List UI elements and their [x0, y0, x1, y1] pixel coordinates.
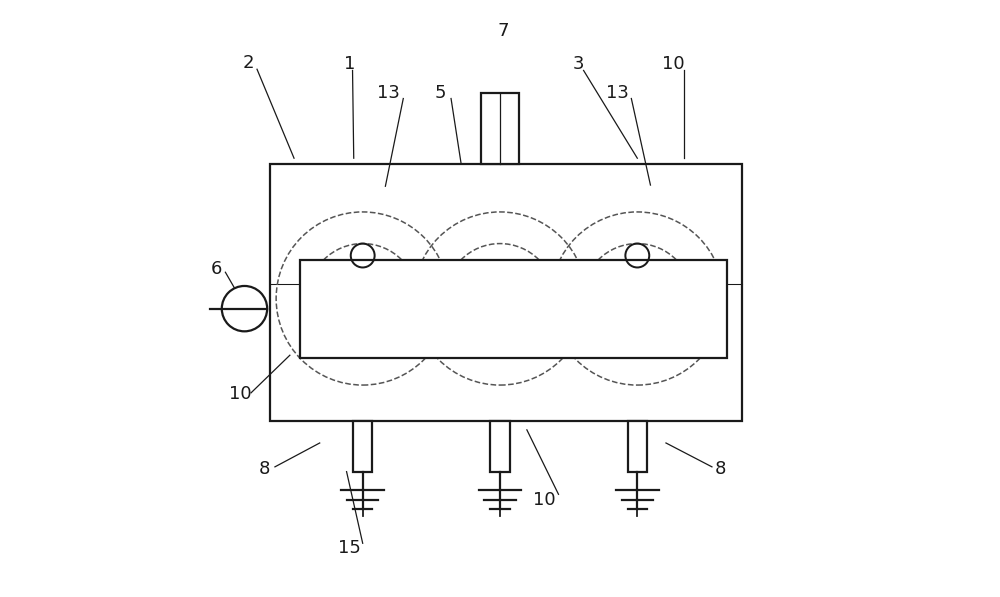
Bar: [270, 164, 742, 421]
Text: 10: 10: [662, 55, 684, 73]
Text: 13: 13: [377, 84, 400, 101]
Text: 3: 3: [573, 55, 585, 73]
Bar: [628, 421, 647, 472]
Text: 5: 5: [435, 84, 446, 101]
Text: 15: 15: [338, 539, 361, 557]
Text: 8: 8: [715, 460, 727, 478]
Text: 13: 13: [606, 84, 629, 101]
Text: 10: 10: [533, 491, 556, 509]
Bar: [300, 260, 727, 358]
Text: 2: 2: [242, 54, 254, 72]
Bar: [353, 421, 372, 472]
Bar: [490, 421, 510, 472]
Text: 10: 10: [229, 385, 252, 403]
Text: 8: 8: [258, 460, 270, 478]
Bar: [481, 93, 519, 164]
Text: 1: 1: [344, 55, 355, 73]
Text: 6: 6: [211, 260, 222, 278]
Text: 7: 7: [497, 22, 509, 40]
